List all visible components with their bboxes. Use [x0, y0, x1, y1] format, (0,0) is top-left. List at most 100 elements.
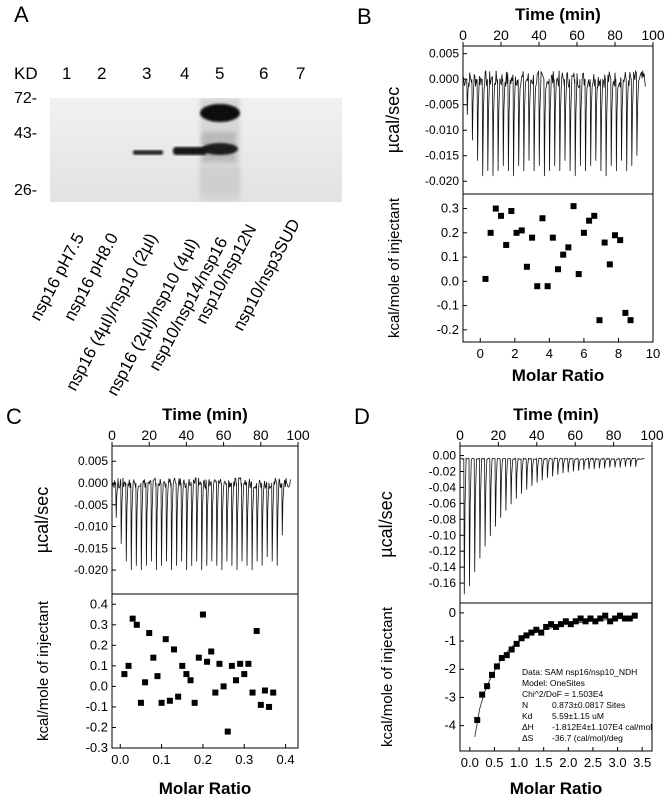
top-plot-frame [459, 445, 653, 604]
data-point [133, 621, 140, 628]
data-point [523, 263, 530, 270]
ytick-label-bottom: 0.2 [441, 225, 459, 240]
data-point [592, 618, 599, 625]
time-tick-label: 0 [108, 427, 116, 443]
ytick-label-bottom: 0.3 [441, 201, 459, 216]
raw-heat-trace [462, 69, 646, 177]
ytick-label-bottom: -4 [444, 718, 456, 733]
top-plot-frame [111, 445, 299, 595]
data-point [191, 699, 198, 706]
data-point [612, 232, 618, 239]
data-point [266, 703, 273, 710]
ytick-label-bottom: -0.3 [86, 740, 108, 755]
ytick-label-bottom: 0.1 [90, 658, 108, 673]
fit-annotation-value: 0.873±0.0817 Sites [552, 700, 625, 710]
ytick-label-top: -0.10 [429, 528, 457, 542]
data-point [154, 673, 161, 680]
time-tick-label: 40 [529, 427, 545, 443]
fit-annotation-label: Kd [522, 711, 533, 721]
data-point [617, 237, 624, 244]
data-point [533, 626, 540, 633]
data-point [553, 623, 559, 630]
data-point [241, 671, 248, 678]
time-tick-label: 40 [179, 427, 195, 443]
xtick-label-bottom: 2.5 [584, 755, 602, 770]
data-point [208, 648, 215, 655]
molar-ratio-axis-title: Molar Ratio [512, 366, 605, 385]
top-ylabel: µcal/sec [32, 487, 52, 553]
ytick-label-top: -0.005 [425, 98, 459, 112]
time-tick-label: 80 [253, 427, 269, 443]
data-point [484, 683, 491, 690]
ytick-label-top: -0.12 [429, 544, 457, 558]
ytick-label-top: -0.020 [74, 563, 108, 577]
data-point [575, 271, 582, 278]
data-point [270, 689, 277, 696]
data-point [474, 716, 481, 723]
data-point [534, 283, 541, 290]
lane-number-2: 2 [97, 64, 107, 83]
ytick-label-bottom: -1 [444, 633, 456, 648]
ytick-label-bottom: 0.3 [90, 617, 108, 632]
fit-annotation-label: Chi^2/DoF = 1.503E4 [522, 689, 604, 699]
data-point [580, 229, 587, 236]
fit-annotation-label: Model: OneSites [522, 678, 585, 688]
ytick-label-bottom: 0.4 [90, 596, 108, 611]
ytick-label-top: -0.015 [74, 541, 108, 555]
data-point [257, 701, 264, 708]
data-point [617, 612, 623, 619]
data-point [562, 618, 569, 625]
xtick-label-bottom: 2.0 [559, 755, 577, 770]
data-point [487, 229, 494, 236]
time-tick-label: 100 [640, 427, 664, 443]
ytick-label-top: -0.010 [74, 520, 108, 534]
data-point [557, 621, 564, 628]
data-point [621, 615, 628, 622]
data-point [171, 646, 177, 653]
ytick-label-top: -0.020 [425, 174, 459, 188]
xtick-label-bottom: 8 [615, 346, 622, 361]
data-point [237, 660, 244, 667]
data-point [612, 615, 619, 622]
data-point [582, 618, 589, 625]
lane-number-4: 4 [180, 64, 190, 83]
panel-c: C 0 20 40 60 80 100 Time (min) 0.005 0.000 -0.005 -… [0, 398, 333, 800]
ytick-label-top: 0.005 [429, 47, 459, 61]
data-point [129, 615, 136, 622]
data-point [607, 618, 614, 625]
top-plot-frame [462, 45, 654, 195]
mw-marker-26: 26- [14, 182, 38, 199]
data-point [216, 660, 223, 667]
data-point [261, 687, 268, 694]
gel-lane-5-lower [200, 168, 240, 194]
bottom-ylabel: kcal/mole of injectant [35, 600, 52, 741]
top-ylabel: µcal/sec [383, 87, 403, 153]
ytick-label-top: -0.005 [74, 498, 108, 512]
ytick-label-top: -0.08 [429, 512, 457, 526]
fit-annotation-label: N [522, 700, 528, 710]
time-tick-label: 0 [456, 427, 464, 443]
lane-number-3: 3 [142, 64, 152, 83]
raw-heat-trace [459, 457, 645, 595]
gel-band-lane5-mid [202, 143, 238, 155]
data-point [543, 623, 550, 630]
ytick-label-top: -0.14 [429, 560, 457, 574]
data-point [228, 662, 235, 669]
bottom-ylabel: kcal/mole of injectant [379, 606, 396, 747]
xtick-label-bottom: 1.0 [510, 755, 528, 770]
data-point [489, 671, 495, 678]
data-point [567, 621, 574, 628]
ytick-label-bottom: 0.2 [90, 637, 108, 652]
xtick-label-bottom: 6 [580, 346, 587, 361]
bottom-plot-frame [111, 593, 299, 749]
molar-ratio-axis-title: Molar Ratio [510, 779, 603, 798]
data-point [220, 683, 227, 690]
data-point [529, 234, 536, 241]
data-point [606, 261, 613, 268]
gel-band-lane3 [133, 150, 163, 155]
fit-annotation-label: ΔS [522, 733, 534, 743]
data-point [187, 677, 194, 684]
fit-annotation-value: -36.7 (cal/mol)/deg [552, 733, 623, 743]
ytick-label-top: -0.010 [425, 123, 459, 137]
